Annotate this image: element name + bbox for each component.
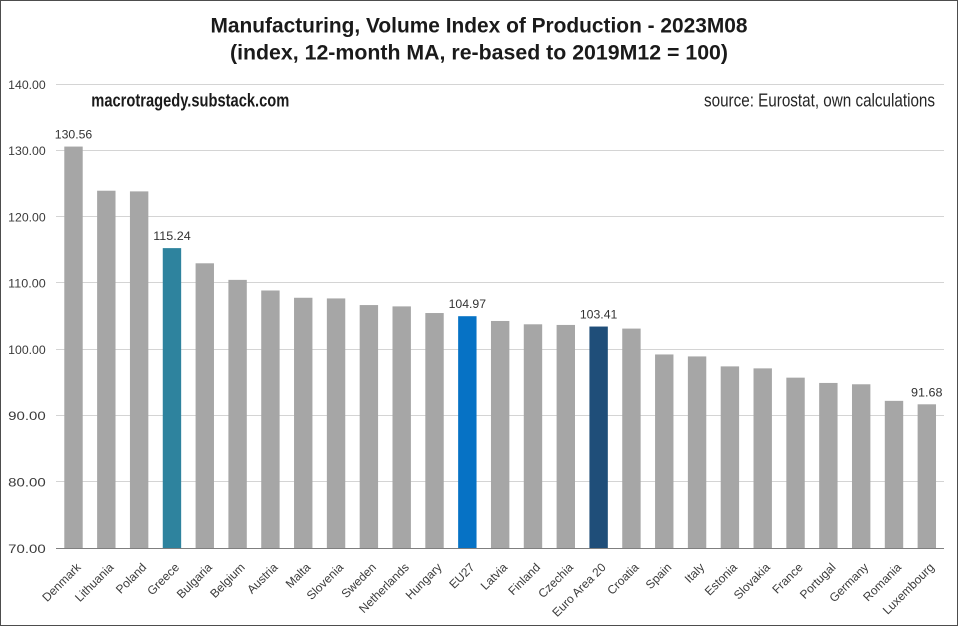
- svg-text:103.41: 103.41: [580, 308, 618, 322]
- svg-text:120.00: 120.00: [8, 210, 46, 224]
- svg-text:110.00: 110.00: [8, 277, 46, 291]
- svg-text:91.68: 91.68: [911, 385, 943, 399]
- svg-text:macrotragedy.substack.com: macrotragedy.substack.com: [91, 91, 289, 111]
- svg-text:90.00: 90.00: [8, 409, 46, 423]
- svg-text:100.00: 100.00: [8, 343, 46, 357]
- svg-text:130.00: 130.00: [8, 144, 46, 158]
- svg-text:source: Eurostat, own calculat: source: Eurostat, own calculations: [704, 91, 935, 111]
- svg-text:70.00: 70.00: [8, 542, 46, 556]
- svg-text:(index, 12-month MA, re-based: (index, 12-month MA, re-based to 2019M12…: [230, 41, 728, 65]
- svg-text:115.24: 115.24: [153, 229, 191, 243]
- svg-text:130.56: 130.56: [55, 128, 93, 142]
- svg-text:140.00: 140.00: [8, 78, 46, 92]
- svg-text:80.00: 80.00: [8, 476, 46, 490]
- svg-text:Manufacturing, Volume Index of: Manufacturing, Volume Index of Productio…: [211, 14, 748, 38]
- svg-text:104.97: 104.97: [449, 297, 487, 311]
